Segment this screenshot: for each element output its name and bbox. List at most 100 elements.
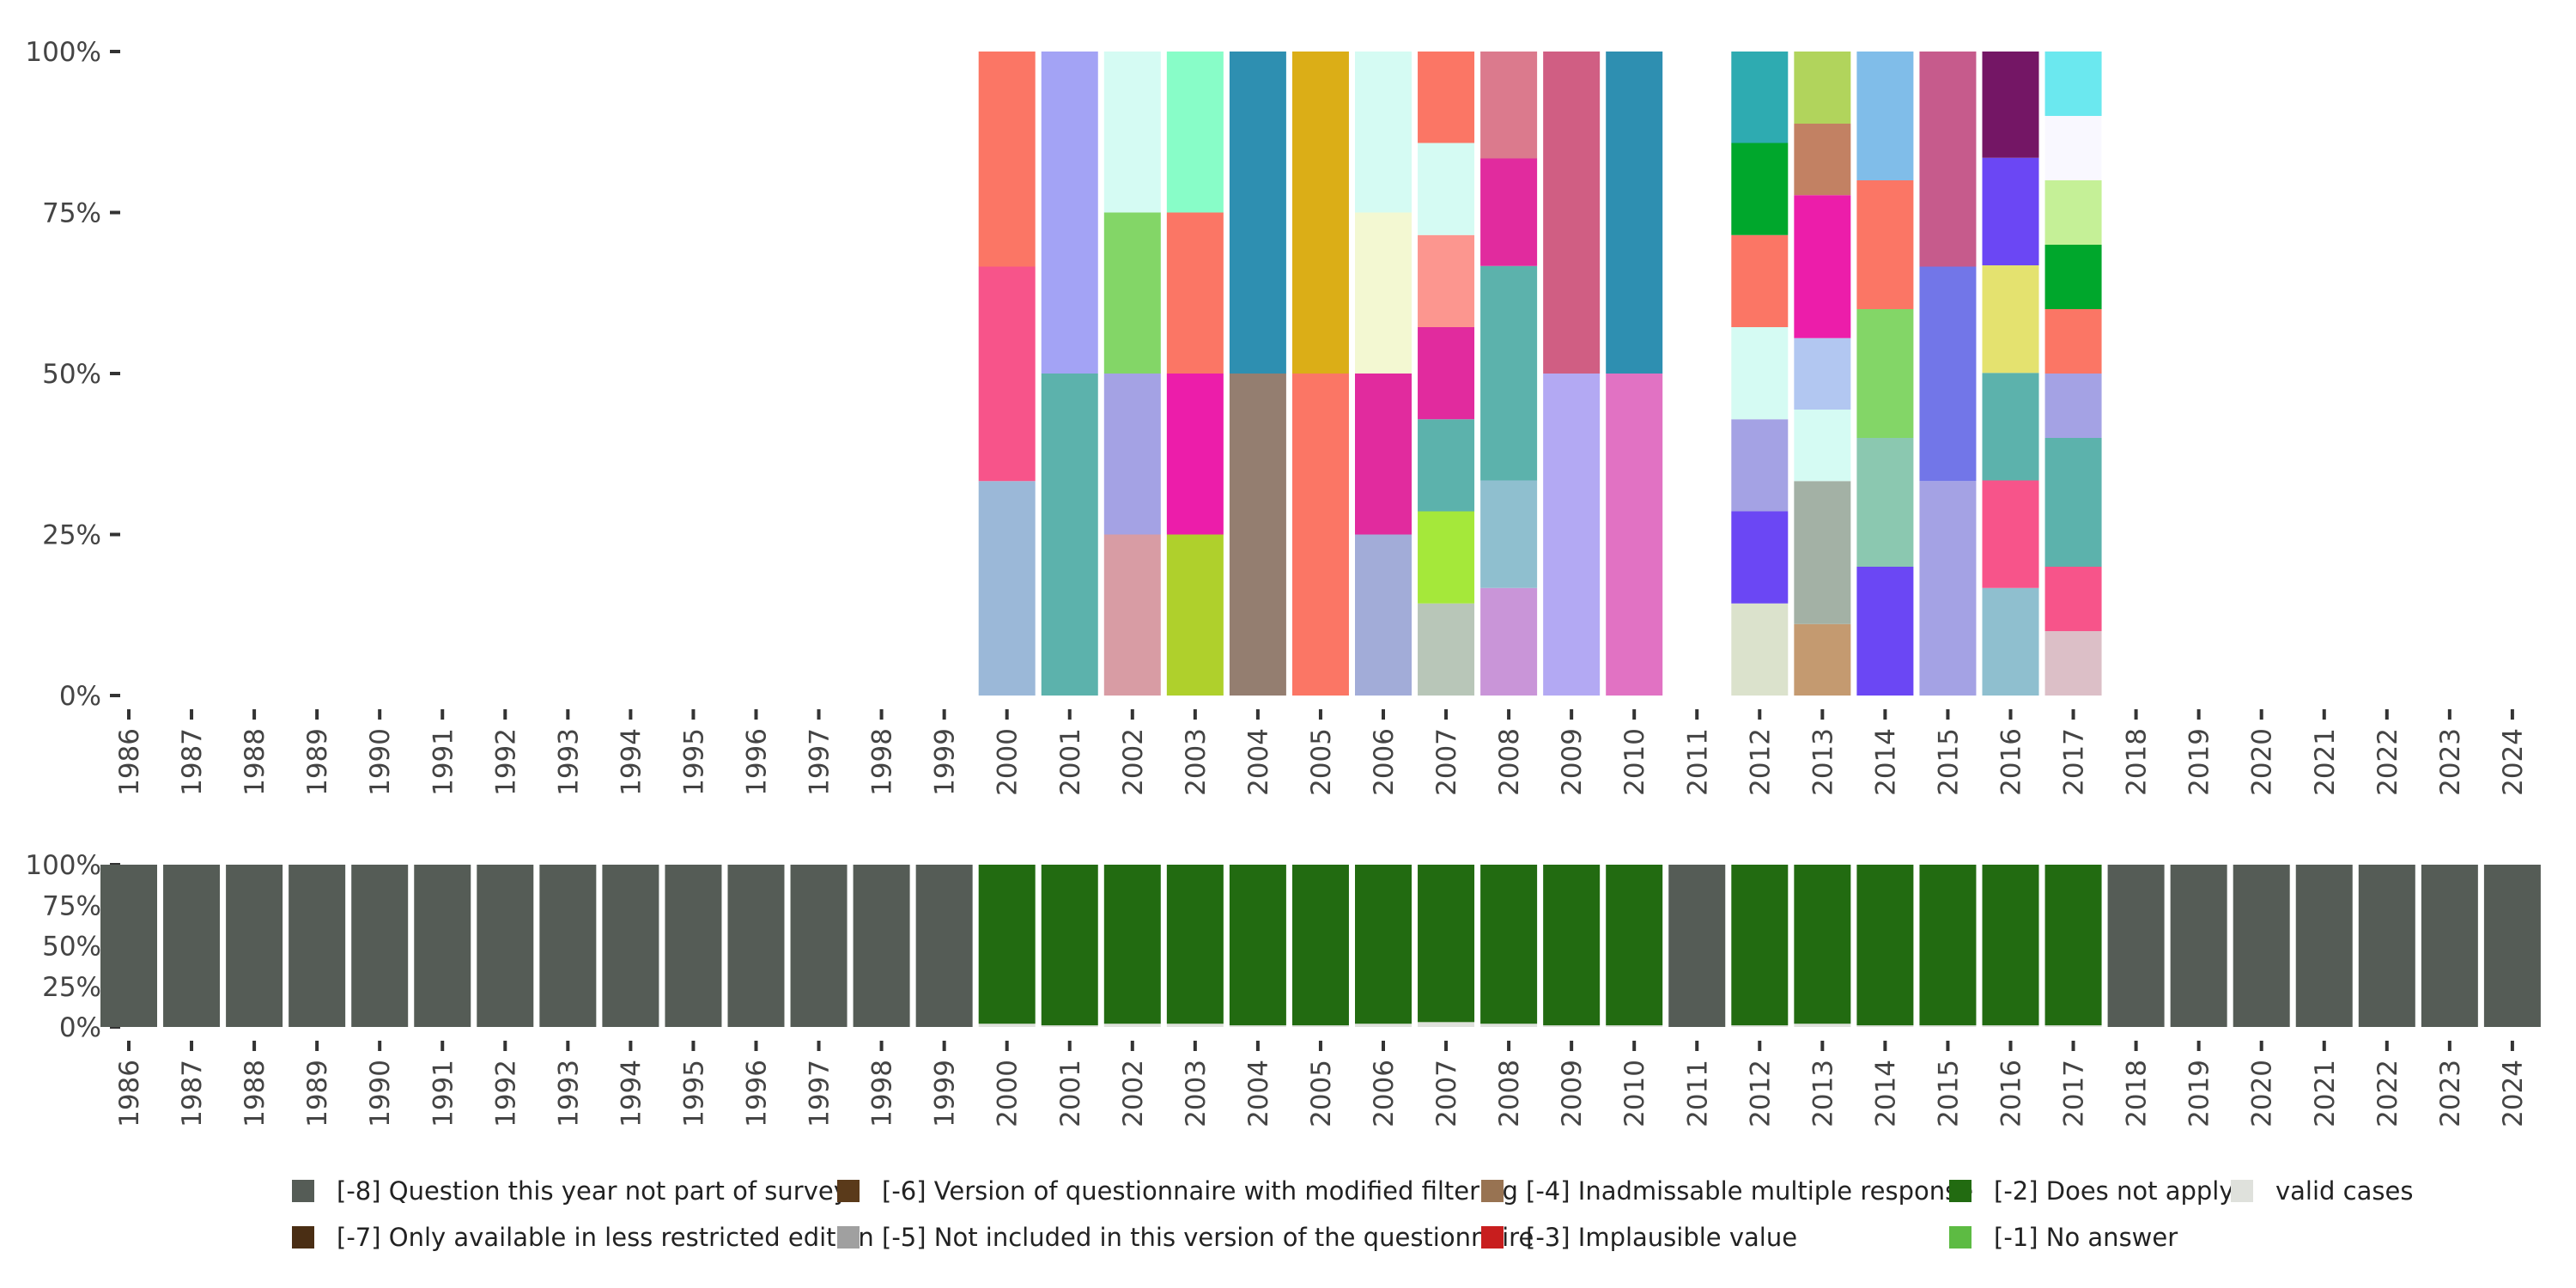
top-bar-segment-2017: [2044, 567, 2102, 631]
bottom-bar-segment-2002: [1103, 1024, 1161, 1027]
bottom-bar-segment-1994: [602, 865, 659, 1027]
bottom-x-tick-label: 2012: [1745, 1060, 1776, 1127]
bottom-bar-segment-2016: [1982, 1025, 2039, 1027]
bottom-bar-segment-1990: [351, 865, 409, 1027]
top-bar-segment-2013: [1794, 195, 1851, 338]
bottom-bar-segment-2011: [1668, 865, 1726, 1027]
top-bar-segment-2006: [1355, 534, 1412, 696]
top-bar-segment-2002: [1103, 212, 1161, 374]
top-bar-segment-2013: [1794, 481, 1851, 624]
legend-swatch: [837, 1226, 860, 1249]
bottom-bar-segment-2023: [2421, 865, 2478, 1027]
legend-swatch: [1949, 1226, 1971, 1249]
top-bar-segment-2016: [1982, 587, 2039, 696]
top-bar-segment-2007: [1418, 52, 1475, 143]
top-bar-segment-2016: [1982, 373, 2039, 481]
bottom-bar-segment-1987: [163, 865, 221, 1027]
top-x-tick-label: 2007: [1431, 728, 1462, 796]
top-x-tick-label: 1998: [867, 728, 898, 796]
bottom-bar-segment-1995: [665, 865, 722, 1027]
top-bar-segment-2007: [1418, 603, 1475, 696]
bottom-bar-segment-2010: [1606, 865, 1663, 1026]
bottom-bar-segment-1992: [477, 865, 534, 1027]
bottom-bar-segment-1986: [100, 865, 157, 1027]
top-bar-segment-2006: [1355, 52, 1412, 213]
top-bar-segment-2003: [1166, 374, 1224, 535]
top-bar-segment-2017: [2044, 309, 2102, 374]
top-x-tick-label: 1996: [742, 728, 773, 796]
top-bar-segment-2008: [1480, 587, 1538, 696]
legend-swatch: [1481, 1180, 1504, 1202]
bottom-bar-segment-2006: [1355, 1024, 1412, 1027]
legend-swatch: [1481, 1226, 1504, 1249]
top-bar-segment-2008: [1480, 265, 1538, 481]
top-bar-segment-2003: [1166, 534, 1224, 696]
bottom-x-tick-label: 2019: [2184, 1060, 2215, 1127]
top-bar-segment-2007: [1418, 327, 1475, 420]
top-x-tick-label: 2014: [1870, 728, 1901, 796]
bottom-x-tick-label: 1994: [616, 1060, 647, 1127]
top-x-tick-label: 2006: [1369, 728, 1400, 796]
bottom-x-tick-label: 2018: [2122, 1060, 2153, 1127]
top-bar-segment-2014: [1856, 180, 1914, 309]
top-bar-segment-2014: [1856, 438, 1914, 567]
bottom-bar-segment-2017: [2044, 865, 2102, 1026]
top-bar-segment-2013: [1794, 337, 1851, 410]
bottom-bar-segment-2010: [1606, 1025, 1663, 1027]
top-x-tick-label: 1987: [177, 728, 208, 796]
bottom-y-tick-label: 50%: [42, 932, 101, 963]
bottom-bar-segment-2007: [1418, 865, 1475, 1023]
bottom-bar-segment-1989: [289, 865, 346, 1027]
bottom-bar-segment-2007: [1418, 1022, 1475, 1027]
legend-item-minus4: [-4] Inadmissable multiple response: [1481, 1176, 1973, 1206]
bottom-x-tick-label: 1986: [114, 1060, 145, 1127]
bottom-bar-segment-2015: [1919, 865, 1977, 1026]
bottom-x-tick-label: 2015: [1933, 1060, 1964, 1127]
top-x-tick-label: 2018: [2122, 728, 2153, 796]
top-bar-segment-2005: [1291, 52, 1349, 374]
top-y-tick-label: 75%: [42, 198, 101, 229]
bottom-bar-segment-2001: [1041, 1025, 1098, 1027]
bottom-x-tick-label: 2011: [1682, 1060, 1713, 1127]
bottom-bar-segment-2019: [2170, 865, 2227, 1027]
top-bar-segment-2008: [1480, 158, 1538, 266]
legend-swatch: [2231, 1180, 2253, 1202]
bottom-y-tick-label: 75%: [42, 890, 101, 921]
bottom-x-tick-label: 2004: [1243, 1060, 1274, 1127]
legend-label: [-6] Version of questionnaire with modif…: [882, 1176, 1518, 1206]
legend: [-8] Question this year not part of surv…: [292, 1176, 2507, 1262]
legend-label: [-2] Does not apply: [1994, 1176, 2234, 1206]
legend-label: [-4] Inadmissable multiple response: [1526, 1176, 1974, 1206]
bottom-bar-segment-1993: [539, 865, 597, 1027]
top-bar-segment-2004: [1229, 52, 1286, 374]
bottom-x-tick-label: 1991: [428, 1060, 459, 1127]
top-x-tick-label: 1992: [490, 728, 521, 796]
top-bar-segment-2016: [1982, 480, 2039, 588]
bottom-y-tick-label: 25%: [42, 972, 101, 1003]
bottom-bar-segment-2008: [1480, 865, 1538, 1024]
bottom-bar-segment-1999: [915, 865, 973, 1027]
bottom-bar-segment-2004: [1229, 1025, 1286, 1027]
bottom-x-tick-label: 1998: [867, 1060, 898, 1127]
top-x-tick-label: 2005: [1306, 728, 1337, 796]
bottom-y-tick-label: 100%: [25, 850, 101, 881]
bottom-x-tick-label: 2022: [2372, 1060, 2403, 1127]
top-x-tick-label: 2023: [2435, 728, 2466, 796]
bottom-x-tick-label: 2013: [1807, 1060, 1838, 1127]
top-x-tick-label: 2013: [1807, 728, 1838, 796]
bottom-bar-segment-2001: [1041, 865, 1098, 1026]
top-bar-segment-2001: [1041, 374, 1098, 696]
bottom-bar-segment-2021: [2295, 865, 2353, 1027]
bottom-x-tick-label: 1997: [805, 1060, 835, 1127]
legend-swatch: [292, 1226, 314, 1249]
top-x-tick-label: 1993: [553, 728, 584, 796]
bottom-bar-segment-1991: [414, 865, 471, 1027]
top-bar-segment-2017: [2044, 631, 2102, 696]
top-bar-segment-2007: [1418, 511, 1475, 604]
bottom-bar-segment-2002: [1103, 865, 1161, 1024]
legend-item-minus5: [-5] Not included in this version of the…: [837, 1223, 1534, 1252]
top-bar-segment-2000: [978, 481, 1036, 696]
bottom-x-tick-label: 2001: [1055, 1060, 1086, 1127]
top-bar-segment-2007: [1418, 234, 1475, 327]
bottom-bar-segment-2009: [1543, 865, 1601, 1026]
